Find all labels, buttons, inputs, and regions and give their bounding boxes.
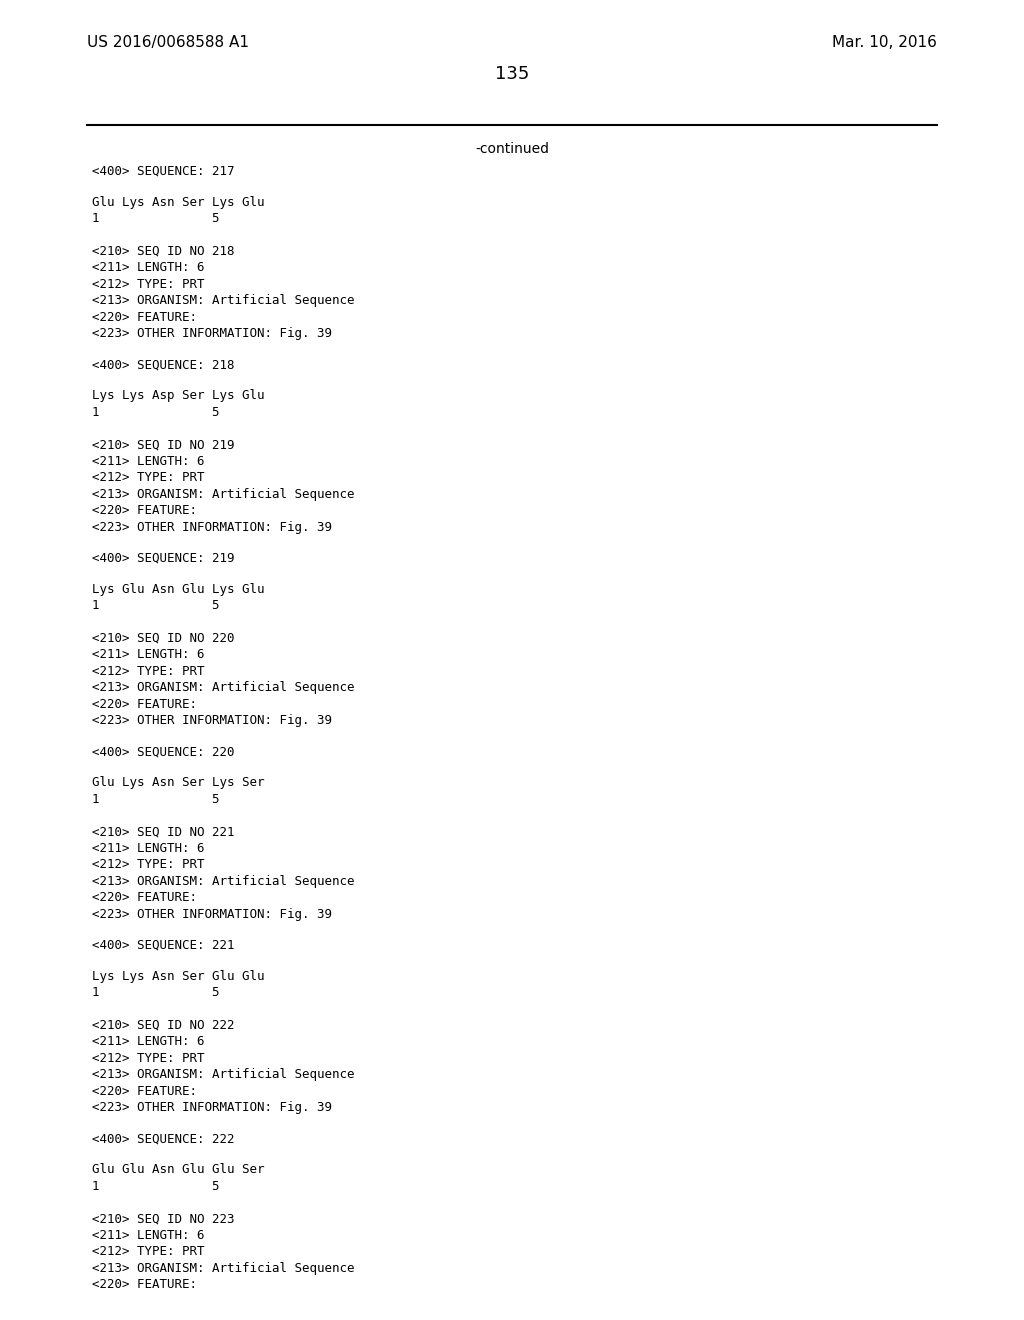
Text: <211> LENGTH: 6: <211> LENGTH: 6 [92,648,205,661]
Text: <400> SEQUENCE: 220: <400> SEQUENCE: 220 [92,746,234,759]
Text: <210> SEQ ID NO 223: <210> SEQ ID NO 223 [92,1212,234,1225]
Text: <211> LENGTH: 6: <211> LENGTH: 6 [92,842,205,855]
Text: <220> FEATURE:: <220> FEATURE: [92,504,198,517]
Text: <223> OTHER INFORMATION: Fig. 39: <223> OTHER INFORMATION: Fig. 39 [92,908,332,921]
Text: <220> FEATURE:: <220> FEATURE: [92,1085,198,1098]
Text: <213> ORGANISM: Artificial Sequence: <213> ORGANISM: Artificial Sequence [92,488,354,500]
Text: <211> LENGTH: 6: <211> LENGTH: 6 [92,1035,205,1048]
Text: Lys Glu Asn Glu Lys Glu: Lys Glu Asn Glu Lys Glu [92,583,264,595]
Text: <400> SEQUENCE: 217: <400> SEQUENCE: 217 [92,165,234,178]
Text: <223> OTHER INFORMATION: Fig. 39: <223> OTHER INFORMATION: Fig. 39 [92,714,332,727]
Text: Mar. 10, 2016: Mar. 10, 2016 [833,36,937,50]
Text: Lys Lys Asn Ser Glu Glu: Lys Lys Asn Ser Glu Glu [92,970,264,983]
Text: Glu Lys Asn Ser Lys Ser: Glu Lys Asn Ser Lys Ser [92,776,264,789]
Text: <223> OTHER INFORMATION: Fig. 39: <223> OTHER INFORMATION: Fig. 39 [92,1101,332,1114]
Text: <211> LENGTH: 6: <211> LENGTH: 6 [92,261,205,275]
Text: <220> FEATURE:: <220> FEATURE: [92,698,198,711]
Text: <400> SEQUENCE: 222: <400> SEQUENCE: 222 [92,1133,234,1146]
Text: Lys Lys Asp Ser Lys Glu: Lys Lys Asp Ser Lys Glu [92,389,264,403]
Text: <213> ORGANISM: Artificial Sequence: <213> ORGANISM: Artificial Sequence [92,1068,354,1081]
Text: <400> SEQUENCE: 218: <400> SEQUENCE: 218 [92,359,234,371]
Text: <210> SEQ ID NO 222: <210> SEQ ID NO 222 [92,1019,234,1032]
Text: 1               5: 1 5 [92,793,220,805]
Text: <213> ORGANISM: Artificial Sequence: <213> ORGANISM: Artificial Sequence [92,1262,354,1275]
Text: <212> TYPE: PRT: <212> TYPE: PRT [92,1052,205,1065]
Text: <212> TYPE: PRT: <212> TYPE: PRT [92,858,205,871]
Text: <211> LENGTH: 6: <211> LENGTH: 6 [92,1229,205,1242]
Text: 135: 135 [495,65,529,83]
Text: <213> ORGANISM: Artificial Sequence: <213> ORGANISM: Artificial Sequence [92,294,354,308]
Text: <223> OTHER INFORMATION: Fig. 39: <223> OTHER INFORMATION: Fig. 39 [92,521,332,533]
Text: Glu Lys Asn Ser Lys Glu: Glu Lys Asn Ser Lys Glu [92,195,264,209]
Text: <210> SEQ ID NO 221: <210> SEQ ID NO 221 [92,825,234,838]
Text: 1               5: 1 5 [92,407,220,418]
Text: <212> TYPE: PRT: <212> TYPE: PRT [92,1245,205,1258]
Text: <400> SEQUENCE: 221: <400> SEQUENCE: 221 [92,939,234,952]
Text: <220> FEATURE:: <220> FEATURE: [92,1278,198,1291]
Text: 1               5: 1 5 [92,599,220,612]
Text: <210> SEQ ID NO 220: <210> SEQ ID NO 220 [92,632,234,645]
Text: <220> FEATURE:: <220> FEATURE: [92,312,198,323]
Text: Glu Glu Asn Glu Glu Ser: Glu Glu Asn Glu Glu Ser [92,1163,264,1176]
Text: <212> TYPE: PRT: <212> TYPE: PRT [92,665,205,678]
Text: -continued: -continued [475,143,549,156]
Text: <212> TYPE: PRT: <212> TYPE: PRT [92,279,205,290]
Text: 1               5: 1 5 [92,986,220,999]
Text: <400> SEQUENCE: 219: <400> SEQUENCE: 219 [92,552,234,565]
Text: <220> FEATURE:: <220> FEATURE: [92,891,198,904]
Text: <212> TYPE: PRT: <212> TYPE: PRT [92,471,205,484]
Text: 1               5: 1 5 [92,213,220,226]
Text: <210> SEQ ID NO 219: <210> SEQ ID NO 219 [92,438,234,451]
Text: <211> LENGTH: 6: <211> LENGTH: 6 [92,455,205,467]
Text: <213> ORGANISM: Artificial Sequence: <213> ORGANISM: Artificial Sequence [92,875,354,888]
Text: <223> OTHER INFORMATION: Fig. 39: <223> OTHER INFORMATION: Fig. 39 [92,327,332,341]
Text: <210> SEQ ID NO 218: <210> SEQ ID NO 218 [92,246,234,257]
Text: <213> ORGANISM: Artificial Sequence: <213> ORGANISM: Artificial Sequence [92,681,354,694]
Text: 1               5: 1 5 [92,1180,220,1193]
Text: US 2016/0068588 A1: US 2016/0068588 A1 [87,36,249,50]
